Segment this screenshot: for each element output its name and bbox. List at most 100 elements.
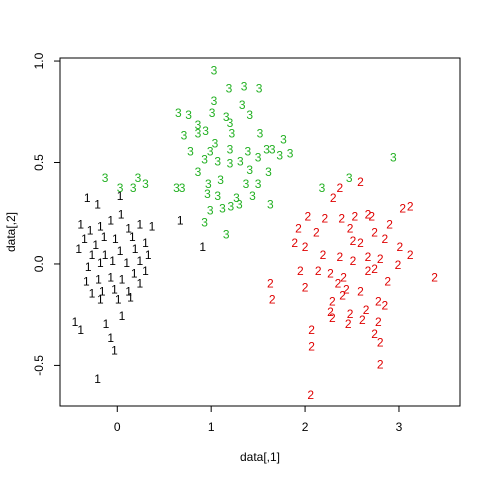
point: 3	[212, 136, 219, 150]
x-tick-label: 1	[208, 420, 215, 434]
point: 2	[269, 293, 276, 307]
point: 2	[351, 209, 358, 223]
point: 3	[179, 181, 186, 195]
point: 2	[357, 175, 364, 189]
point: 3	[265, 165, 272, 179]
point: 1	[94, 372, 101, 386]
point: 3	[219, 201, 226, 215]
point: 1	[103, 317, 110, 331]
y-tick-label: 1.0	[32, 52, 46, 69]
point: 1	[97, 256, 104, 270]
point: 3	[228, 199, 235, 213]
point: 2	[357, 236, 364, 250]
point: 3	[255, 177, 262, 191]
point: 1	[83, 274, 90, 288]
point: 3	[209, 106, 216, 120]
point: 1	[97, 220, 104, 234]
point: 3	[117, 181, 124, 195]
point: 2	[359, 313, 366, 327]
point: 2	[382, 299, 389, 313]
point: 2	[397, 240, 404, 254]
point: 2	[395, 258, 402, 272]
point: 3	[223, 110, 230, 124]
point: 3	[195, 165, 202, 179]
point: 2	[291, 236, 298, 250]
point: 3	[256, 82, 263, 96]
point: 2	[365, 264, 372, 278]
point: 2	[335, 276, 342, 290]
point: 2	[313, 226, 320, 240]
point: 3	[241, 80, 248, 94]
point: 1	[136, 276, 143, 290]
x-axis-title: data[,1]	[240, 450, 280, 464]
point: 2	[340, 270, 347, 284]
point: 2	[330, 191, 337, 205]
point: 1	[97, 293, 104, 307]
point: 2	[371, 226, 378, 240]
point: 3	[185, 108, 192, 122]
point: 2	[368, 209, 375, 223]
point: 3	[267, 197, 274, 211]
point: 1	[85, 260, 92, 274]
point: 3	[249, 189, 256, 203]
point: 3	[135, 171, 142, 185]
point: 2	[302, 240, 309, 254]
point: 2	[347, 307, 354, 321]
point: 3	[102, 171, 109, 185]
point: 1	[145, 248, 152, 262]
x-tick-label: 2	[302, 420, 309, 434]
x-tick-label: 0	[114, 420, 121, 434]
plot-box	[59, 57, 461, 407]
point: 3	[214, 189, 221, 203]
point: 3	[187, 145, 194, 159]
point: 2	[336, 250, 343, 264]
point: 3	[207, 145, 214, 159]
point: 2	[295, 222, 302, 236]
point: 1	[99, 285, 106, 299]
point: 1	[125, 285, 132, 299]
point: 2	[382, 232, 389, 246]
point: 2	[371, 327, 378, 341]
point: 3	[142, 177, 149, 191]
point: 3	[280, 132, 287, 146]
point: 2	[347, 222, 354, 236]
point: 1	[89, 287, 96, 301]
point: 3	[287, 147, 294, 161]
point: 2	[297, 264, 304, 278]
point: 3	[239, 98, 246, 112]
point: 2	[336, 181, 343, 195]
point: 3	[227, 142, 234, 156]
y-tick-label: -0.5	[32, 355, 46, 376]
point: 1	[136, 254, 143, 268]
point: 1	[87, 224, 94, 238]
point: 3	[204, 187, 211, 201]
point: 3	[211, 63, 218, 77]
point: 1	[77, 323, 84, 337]
point: 2	[377, 358, 384, 372]
point: 1	[118, 207, 125, 221]
point: 3	[214, 155, 221, 169]
point: 3	[173, 181, 180, 195]
point: 1	[75, 242, 82, 256]
point: 3	[217, 173, 224, 187]
point: 2	[371, 262, 378, 276]
point: 3	[276, 149, 283, 163]
point: 3	[207, 203, 214, 217]
point: 2	[375, 315, 382, 329]
point: 3	[228, 126, 235, 140]
point: 2	[329, 295, 336, 309]
point: 1	[119, 272, 126, 286]
point: 1	[107, 214, 114, 228]
point: 3	[269, 142, 276, 156]
point: 3	[243, 177, 250, 191]
point: 2	[329, 311, 336, 325]
point: 2	[308, 323, 315, 337]
y-tick-label: 0.0	[32, 255, 46, 272]
point: 1	[117, 189, 124, 203]
point: 1	[149, 220, 156, 234]
point: 2	[375, 295, 382, 309]
point: 1	[131, 266, 138, 280]
point: 2	[407, 199, 414, 213]
point: 1	[109, 254, 116, 268]
